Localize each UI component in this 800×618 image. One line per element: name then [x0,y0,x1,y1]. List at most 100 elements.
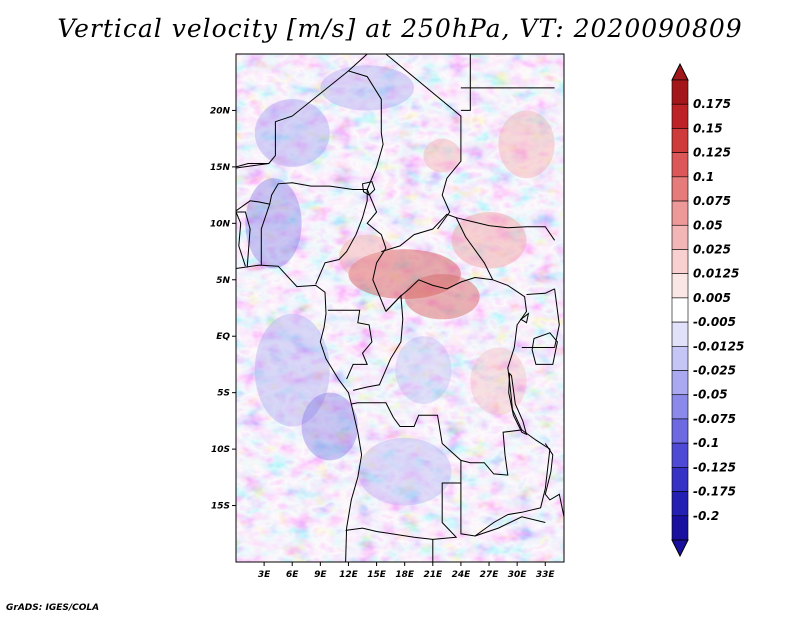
map-frame [235,53,565,563]
colorbar-label: -0.2 [693,509,719,523]
field-blob-8 [254,313,330,427]
colorbar-bottom-cap [671,539,689,558]
boundary-south-sudan-uganda [526,288,555,295]
boundary-mali-niger [236,163,269,168]
colorbar-label: -0.025 [693,364,736,378]
colorbar-label: -0.1 [693,436,719,450]
colorbar-label: 0.15 [693,121,723,135]
field-overlays [245,65,555,506]
boundary-zambia-zimbabwe [474,516,546,537]
map-panel [235,53,565,563]
colorbar-label: 0.0125 [693,267,739,281]
colorbar-swatch [671,249,689,274]
field-blob-5 [423,138,461,173]
colorbar-swatch [671,467,689,492]
boundary-car-north [381,213,494,281]
colorbar-label: 0.05 [693,218,723,232]
lon-tick-label: 6E [286,570,299,580]
colorbar-swatch [671,370,689,396]
boundary-congo-drc [352,294,404,391]
boundary-lake-victoria [531,332,558,365]
lat-tick-label: 10S [211,445,230,455]
boundary-cameroon-chad [366,189,387,312]
lon-tick-label: 24E [452,570,472,580]
colorbar-swatch [671,491,689,517]
lon-tick-label: 9E [314,570,327,580]
lat-tick-label: 15N [210,163,231,173]
lon-tick-label: 27E [480,570,500,580]
boundary-nigeria-benin [260,182,368,266]
colorbar-swatch [671,442,689,468]
lat-tick-label: 10N [210,219,231,229]
field-blob-1 [404,274,480,320]
field-blob-11 [320,65,415,111]
field-blob-3 [339,234,396,280]
boundary-west-ghana [236,211,246,267]
colorbar-label: -0.175 [693,485,736,499]
colorbar-label: 0.1 [693,170,714,184]
lon-tick-label: 12E [339,570,359,580]
field-blob-9 [301,392,358,461]
boundary-libya-sudan [460,54,471,111]
boundary-libya-chad [348,54,368,72]
field-blob-4 [498,110,555,179]
country-boundaries [236,54,564,562]
field-blob-10 [357,437,452,506]
field-blob-2 [451,212,527,269]
colorbar-swatch [671,515,689,541]
colorbar-swatch [671,200,689,226]
colorbar-label: -0.075 [693,412,736,426]
boundary-malawi [544,443,564,517]
colorbar-labels: 0.175 0.15 0.125 0.1 0.075 0.05 0.025 0.0125 0.0… [693,97,744,523]
lat-tick-label: 20N [210,106,231,116]
map-title: Vertical velocity [m/s] at 250hPa, VT: 2… [57,14,743,43]
colorbar-swatch [671,128,689,153]
colorbar-label: 0.025 [693,242,731,256]
latitude-axis: 20N 15N 10N 5N EQ 5S 10S 15S [210,106,236,512]
colorbar-swatch [671,321,689,347]
colorbar-swatch [671,394,689,420]
boundary-lake-albert [520,312,530,324]
colorbar-swatch [671,346,689,371]
boundary-togo-benin [236,211,251,268]
lon-tick-label: 15E [367,570,387,580]
colorbar-swatch [671,273,689,299]
colorbar-label: -0.05 [693,388,728,402]
lon-tick-label: 33E [536,570,556,580]
boundary-lake-chad [361,181,376,196]
boundary-niger-chad [236,70,384,190]
field-blob-7 [245,178,302,269]
lon-tick-label: 21E [423,570,443,580]
lat-tick-label: 5N [216,276,230,286]
boundary-zambia [460,429,551,537]
lat-tick-label: EQ [216,332,230,342]
colorbar-label: -0.005 [693,315,736,329]
lon-tick-label: 30E [508,570,528,580]
colorbar-top-cap [671,62,689,81]
colorbar-label: 0.075 [693,194,731,208]
lon-tick-label: 18E [395,570,415,580]
colorbar-swatch [671,224,689,250]
boundary-sudan-south [456,217,556,241]
velocity-field [236,54,564,562]
colorbar-swatch [671,152,689,178]
colorbar-label: -0.125 [693,460,736,474]
colorbar-label: -0.0125 [693,339,744,353]
colorbar [671,62,689,558]
lon-tick-label: 3E [258,570,271,580]
boundary-lake-tanganyika [508,372,528,436]
colorbar-swatch [671,418,689,444]
colorbar-label: 0.005 [693,291,731,305]
longitude-axis: 3E 6E 9E 12E 15E 18E 21E 24E 27E 30E 33E [258,562,556,580]
field-blob-12 [470,347,527,416]
boundary-burkina [236,200,270,212]
lat-tick-label: 15S [211,502,230,512]
colorbar-label: 0.175 [693,97,731,111]
boundary-car-south [385,276,493,312]
boundary-gabon-congo [327,309,373,380]
boundary-coast-gulf-of-guinea [236,264,363,562]
colorbar-swatch [671,176,689,202]
colorbar-swatch [671,297,689,323]
lat-tick-label: 5S [217,389,230,399]
